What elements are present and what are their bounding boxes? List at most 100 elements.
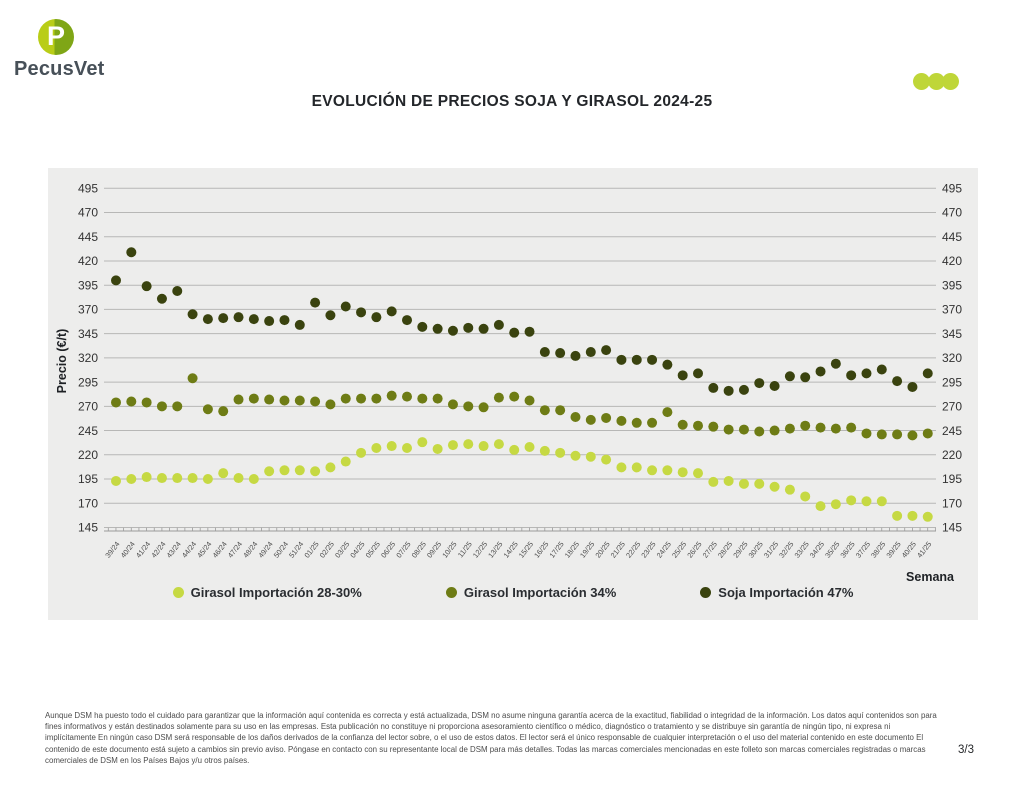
data-point — [662, 359, 673, 370]
x-tick-label: 27/25 — [701, 540, 719, 560]
data-point — [294, 319, 305, 330]
x-tick-label: 49/24 — [256, 540, 274, 560]
data-point — [325, 310, 336, 321]
data-point — [218, 468, 229, 479]
data-point — [141, 281, 152, 292]
y-tick-label-right: 445 — [942, 230, 962, 244]
data-point — [693, 468, 704, 479]
x-tick-label: 31/25 — [762, 540, 780, 560]
data-point — [693, 368, 704, 379]
x-tick-label: 40/25 — [900, 540, 918, 560]
y-tick-label-left: 495 — [78, 182, 98, 196]
x-tick-label: 42/24 — [149, 540, 167, 560]
y-tick-label-right: 245 — [942, 424, 962, 438]
x-tick-label: 04/25 — [348, 540, 366, 560]
data-point — [248, 393, 259, 404]
price-evolution-chart: 145 145 170 170 195 195 220 220 245 245 270 270 295 2… — [48, 168, 978, 620]
three-dots-icon — [913, 73, 959, 90]
logo-text: PecusVet — [14, 58, 105, 80]
x-tick-label: 51/24 — [287, 540, 305, 560]
data-point — [892, 510, 903, 521]
x-tick-label: 28/25 — [716, 540, 734, 560]
data-point — [509, 444, 520, 455]
data-point — [187, 373, 198, 384]
x-tick-label: 02/25 — [318, 540, 336, 560]
y-tick-label-left: 170 — [78, 496, 98, 510]
data-point — [815, 366, 826, 377]
data-point — [356, 447, 367, 458]
data-point — [769, 481, 780, 492]
data-point — [248, 474, 259, 484]
data-point — [371, 442, 382, 453]
data-point — [647, 465, 658, 476]
legend-dot-icon — [172, 587, 184, 598]
data-point — [784, 423, 795, 434]
data-point — [172, 286, 183, 297]
y-axis-title: Precio (€/t) — [55, 328, 69, 394]
data-point — [754, 478, 765, 489]
data-point — [539, 405, 550, 416]
x-tick-label: 29/25 — [731, 540, 749, 560]
logo-letter: P — [46, 20, 65, 51]
x-tick-label: 05/25 — [364, 540, 382, 560]
data-point — [172, 401, 183, 412]
x-tick-label: 37/25 — [854, 540, 872, 560]
y-tick-label-right: 270 — [942, 400, 962, 414]
data-point — [493, 319, 504, 330]
data-point — [693, 420, 704, 431]
x-tick-label: 16/25 — [532, 540, 550, 560]
data-point — [156, 293, 167, 304]
data-point — [708, 382, 719, 393]
data-point — [233, 394, 244, 405]
legend-dot-icon — [445, 587, 457, 598]
data-point — [279, 395, 290, 406]
data-point — [325, 399, 336, 410]
data-point — [187, 473, 198, 484]
x-tick-label: 24/25 — [655, 540, 673, 560]
data-point — [294, 395, 305, 406]
data-point — [631, 462, 642, 473]
data-point — [815, 422, 826, 433]
y-tick-label-right: 220 — [942, 448, 962, 462]
x-tick-label: 18/25 — [563, 540, 581, 560]
data-point — [524, 326, 535, 337]
data-point — [616, 415, 627, 426]
y-tick-label-left: 270 — [78, 400, 98, 414]
x-tick-label: 10/25 — [440, 540, 458, 560]
x-tick-label: 19/25 — [578, 540, 596, 560]
x-tick-label: 07/25 — [394, 540, 412, 560]
data-point — [876, 364, 887, 375]
y-tick-label-right: 395 — [942, 278, 962, 292]
data-point — [723, 475, 734, 486]
x-tick-label: 17/25 — [547, 540, 565, 560]
data-point — [417, 321, 428, 332]
data-point — [815, 501, 826, 512]
y-tick-label-left: 295 — [78, 375, 98, 389]
data-point — [631, 417, 642, 428]
data-point — [846, 495, 857, 506]
data-point — [907, 510, 918, 521]
disclaimer-text: Aunque DSM ha puesto todo el cuidado par… — [45, 711, 937, 765]
data-point — [310, 466, 321, 477]
data-point — [723, 424, 734, 435]
y-tick-label-left: 245 — [78, 424, 98, 438]
data-point — [356, 307, 367, 318]
data-point — [861, 428, 872, 439]
data-point — [738, 478, 749, 489]
data-point — [631, 354, 642, 365]
data-point — [677, 419, 688, 430]
y-tick-label-left: 195 — [78, 472, 98, 486]
data-point — [279, 315, 290, 326]
x-tick-label: 06/25 — [379, 540, 397, 560]
data-point — [432, 443, 443, 454]
data-point — [340, 393, 351, 404]
x-tick-label: 32/25 — [777, 540, 795, 560]
data-point — [371, 393, 382, 404]
data-point — [447, 399, 458, 410]
data-point — [279, 465, 290, 476]
legend-item-soja-importaci-n-47-: Soja Importación 47% — [700, 585, 853, 600]
x-tick-label: 47/24 — [226, 540, 244, 560]
data-point — [555, 348, 566, 359]
data-point — [509, 327, 520, 338]
